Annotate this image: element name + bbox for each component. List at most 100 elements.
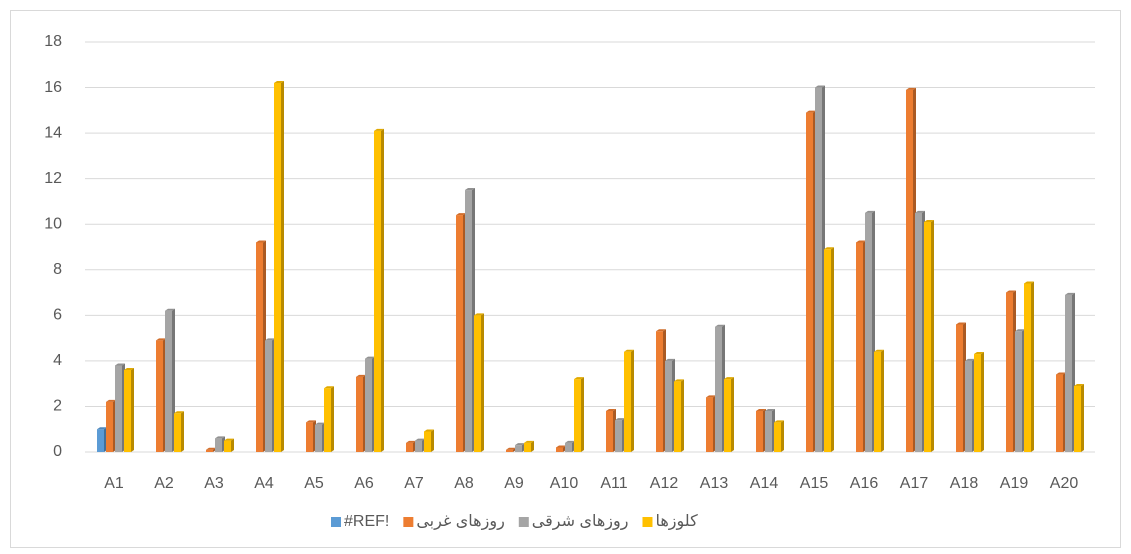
bar-side [881,349,884,452]
y-tick-label: 12 [44,170,62,187]
bar [156,340,163,452]
bar [124,370,131,452]
bar-side [381,128,384,453]
bar [424,431,431,452]
bar-top [924,219,934,222]
bar-top [165,308,175,311]
bar [1006,292,1013,452]
bar-top [156,338,166,341]
bar-side [631,349,634,452]
bar [365,358,372,452]
bar-side [331,386,334,452]
bar-top [915,210,925,213]
bar [115,365,122,452]
y-tick-label: 2 [53,398,62,415]
bar [606,411,613,452]
bar-top [956,322,966,325]
x-tick-label: A17 [900,475,929,492]
bar-top [456,213,466,216]
x-tick-label: A3 [204,475,224,492]
bar-top [856,240,866,243]
bar-top [1056,372,1066,375]
bar-top [424,429,434,432]
bar-top [765,409,775,411]
bar-top [265,338,275,341]
bar [874,351,881,452]
bar [706,397,713,452]
bar-top [565,440,575,443]
bar-top [556,445,566,448]
bar [765,411,772,452]
bar-side [481,313,484,452]
bar-top [974,352,984,355]
bar-top [906,87,916,90]
y-tick-label: 0 [53,443,62,460]
bar-top [465,188,475,191]
x-tick-label: A15 [800,475,829,492]
bar-top [524,440,534,443]
bar [374,130,381,453]
bar [306,422,313,452]
x-tick-label: A1 [104,475,124,492]
x-tick-label: A9 [504,475,524,492]
bar-top [774,420,784,423]
bar [465,190,472,453]
bar [815,87,822,453]
bar [974,354,981,452]
x-tick-label: A7 [404,475,424,492]
bar [715,326,722,452]
x-tick-label: A18 [950,475,979,492]
bar-top [624,349,634,352]
bar [506,449,513,452]
y-tick-label: 10 [44,215,62,232]
legend-swatch [642,517,653,527]
bar-top [574,377,584,380]
bar-top [124,368,134,370]
bar [515,445,522,452]
bar [574,379,581,452]
bar-top [706,395,716,398]
bar-side [281,81,284,452]
bar [774,422,781,452]
bar-top [756,409,766,411]
y-tick-label: 8 [53,261,62,278]
y-tick-label: 14 [44,124,62,141]
bar-top [874,349,884,352]
bar [1074,385,1081,452]
bar-side [181,411,184,452]
bar-top [724,377,734,380]
legend-label: #REF! [344,513,389,530]
bar-top [656,329,666,332]
bar-top [174,411,184,414]
bar [665,360,672,452]
bar-top [206,447,216,450]
legend-label: کلوزها [655,513,698,531]
bar [1065,294,1072,452]
bar [474,315,481,452]
bar-side [781,420,784,452]
bar [415,440,422,452]
bar-top [474,313,484,316]
bar-top [256,240,266,243]
x-tick-label: A6 [354,475,374,492]
bar-top [224,438,234,441]
bar [356,376,363,452]
bar [624,351,631,452]
bar [756,411,763,452]
bar-top [815,85,825,88]
bar-top [806,110,816,113]
x-tick-label: A20 [1050,475,1079,492]
bar [1015,331,1022,452]
bar-side [581,377,584,452]
bar-top [515,443,525,446]
bar [865,212,872,452]
bar-top [1024,281,1034,284]
bar [806,112,813,452]
bar-top [824,247,834,250]
bar-top [674,379,684,382]
y-tick-label: 4 [53,352,62,369]
bar [556,447,563,452]
x-tick-label: A13 [700,475,729,492]
bar-top [324,386,334,389]
x-tick-label: A12 [650,475,679,492]
